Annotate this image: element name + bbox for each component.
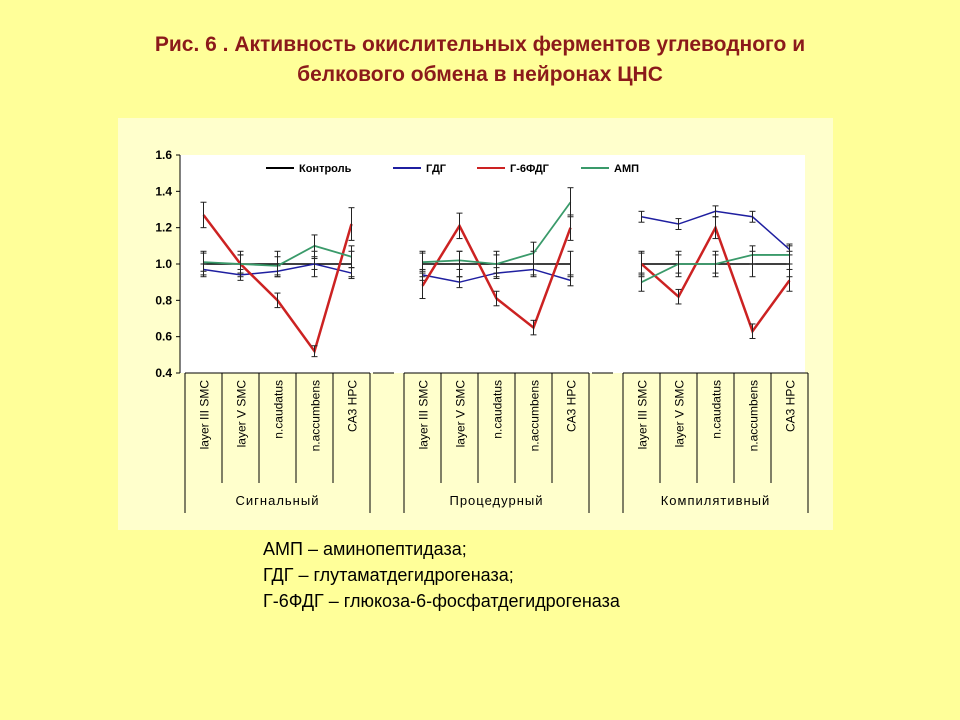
category-label: layer III SMC [198, 380, 212, 450]
legend-label: Контроль [299, 163, 352, 175]
note-g6fdg: Г-6ФДГ – глюкоза-6-фосфатдегидрогеназа [263, 591, 620, 611]
title-line-1: Рис. 6 . Активность окислительных фермен… [154, 33, 806, 56]
category-label: layer V SMC [235, 380, 249, 448]
note-gdg: ГДГ – глутаматдегидрогеназа; [263, 565, 514, 585]
category-label: n.accumbens [747, 380, 761, 451]
category-label: n.caudatus [272, 380, 286, 439]
category-label: layer V SMC [673, 380, 687, 448]
title-line-2: белкового обмена в нейронах ЦНС [297, 63, 663, 86]
enzyme-activity-chart: 1.6 1.4 1.2 1.0 0.8 0.6 0.4 layer III SMC layer … [155, 148, 809, 513]
group-label: Сигнальный [236, 493, 320, 508]
category-label: n.accumbens [528, 380, 542, 451]
legend-label: ГДГ [426, 163, 447, 175]
chart-panel: 1.6 1.4 1.2 1.0 0.8 0.6 0.4 layer III SMC layer … [118, 118, 833, 530]
category-label: layer III SMC [417, 380, 431, 450]
y-tick-label: 1.2 [155, 221, 172, 235]
category-label: n.caudatus [710, 380, 724, 439]
category-label: CA3 HPC [346, 380, 360, 432]
slide-title: Рис. 6 . Активность окислительных фермен… [0, 30, 960, 90]
category-label: n.caudatus [491, 380, 505, 439]
y-tick-label: 0.8 [155, 293, 172, 307]
y-tick-label: 0.6 [155, 330, 172, 344]
legend-label: Г-6ФДГ [510, 163, 550, 175]
legend-label: АМП [614, 163, 639, 175]
category-label: CA3 HPC [784, 380, 798, 432]
y-tick-label: 1.4 [155, 184, 172, 198]
group-label: Компилятивный [661, 493, 771, 508]
y-tick-label: 0.4 [155, 366, 172, 380]
category-label: n.accumbens [309, 380, 323, 451]
y-tick-label: 1.0 [155, 257, 172, 271]
group-label: Процедурный [449, 493, 543, 508]
category-label: layer III SMC [636, 380, 650, 450]
category-label: layer V SMC [454, 380, 468, 448]
note-amp: АМП – аминопептидаза; [263, 539, 467, 559]
abbreviation-notes: АМП – аминопептидаза; ГДГ – глутаматдеги… [263, 536, 620, 614]
y-tick-label: 1.6 [155, 148, 172, 162]
category-label: CA3 HPC [565, 380, 579, 432]
